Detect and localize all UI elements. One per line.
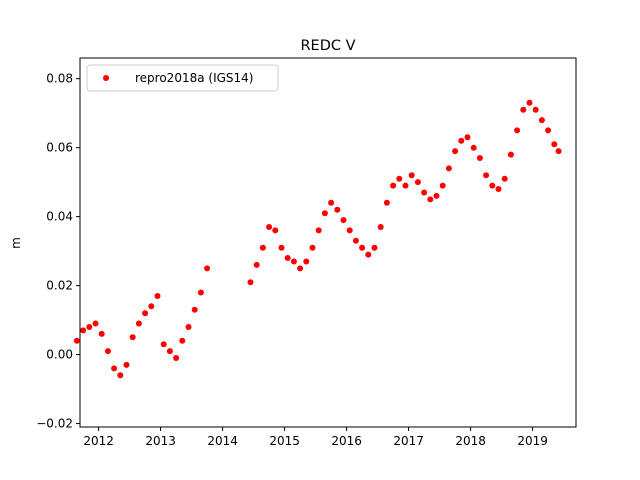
data-point: [297, 265, 304, 272]
data-point: [390, 182, 397, 189]
x-tick-label: 2014: [207, 434, 238, 448]
data-point: [204, 265, 211, 272]
data-point: [365, 251, 372, 258]
legend-label: repro2018a (IGS14): [135, 71, 253, 85]
data-point: [507, 151, 514, 158]
x-axis-ticks: 2012 2013 2014 2015 2016 2017 2018 2019: [83, 427, 548, 448]
data-point: [402, 182, 409, 189]
data-point: [253, 261, 260, 268]
data-point: [427, 196, 434, 203]
data-point: [452, 148, 459, 155]
legend-box: [86, 64, 279, 92]
data-point: [309, 244, 316, 251]
data-point: [290, 258, 297, 265]
data-point: [166, 348, 173, 355]
data-point: [476, 155, 483, 161]
data-point: [98, 330, 105, 337]
data-point: [526, 99, 533, 106]
data-point: [160, 341, 167, 348]
data-point: [328, 199, 335, 206]
data-point: [359, 244, 366, 251]
data-point: [514, 127, 521, 134]
plot-frame: [79, 57, 577, 428]
data-point: [551, 141, 558, 148]
data-point: [445, 165, 452, 172]
x-tick-label: 2012: [83, 434, 114, 448]
data-point: [104, 348, 111, 355]
x-tick-label: 2015: [269, 434, 300, 448]
data-point: [266, 224, 273, 230]
y-tick-label: 0.04: [46, 210, 73, 224]
x-tick-label: 2019: [517, 434, 548, 448]
data-point: [470, 144, 477, 151]
data-point: [185, 324, 192, 330]
data-point: [123, 361, 130, 368]
data-point: [191, 306, 198, 313]
data-point: [259, 244, 266, 251]
data-point: [135, 320, 142, 327]
data-point: [495, 186, 502, 192]
data-point: [148, 303, 155, 310]
data-point: [501, 175, 508, 182]
x-tick-label: 2017: [393, 434, 424, 448]
data-point: [92, 320, 99, 327]
y-tick-label: 0.00: [46, 348, 73, 362]
data-point: [377, 224, 384, 230]
x-tick-label: 2016: [331, 434, 362, 448]
data-point: [383, 199, 390, 206]
data-point: [154, 293, 161, 299]
data-point: [173, 355, 180, 361]
data-point: [142, 310, 149, 317]
data-point: [334, 206, 341, 213]
data-point: [80, 327, 87, 334]
data-point: [278, 244, 285, 251]
data-point: [111, 365, 118, 372]
data-point: [408, 172, 415, 179]
data-point: [433, 192, 440, 199]
data-point: [555, 148, 562, 155]
data-points: [73, 99, 562, 379]
data-point: [86, 324, 93, 330]
data-point: [396, 175, 403, 182]
data-point: [197, 289, 204, 296]
data-point: [464, 134, 471, 141]
chart-title: REDC V: [300, 38, 355, 54]
data-point: [483, 172, 490, 179]
data-point: [439, 182, 446, 189]
y-tick-label: 0.06: [46, 141, 73, 155]
data-point: [315, 227, 322, 234]
data-point: [489, 182, 496, 189]
data-point: [421, 189, 428, 196]
data-point: [247, 279, 254, 286]
data-point: [303, 258, 310, 265]
data-point: [272, 227, 279, 234]
data-point: [414, 179, 421, 186]
data-point: [340, 217, 347, 224]
data-point: [284, 255, 291, 261]
data-point: [73, 337, 80, 344]
x-tick-label: 2018: [455, 434, 486, 448]
data-point: [458, 137, 465, 144]
data-point: [321, 210, 328, 217]
data-point: [129, 334, 136, 341]
x-tick-label: 2013: [145, 434, 176, 448]
data-point: [346, 227, 353, 234]
data-point: [352, 237, 359, 244]
legend-marker: [103, 75, 109, 81]
y-tick-label: 0.02: [46, 279, 73, 293]
data-point: [532, 106, 539, 113]
data-point: [117, 372, 124, 379]
legend: repro2018a (IGS14): [86, 64, 279, 92]
y-axis-ticks: −0.02 0.00 0.02 0.04 0.06 0.08: [36, 72, 80, 431]
y-tick-label: −0.02: [36, 417, 73, 431]
data-point: [545, 127, 552, 134]
data-point: [538, 117, 545, 124]
data-point: [520, 106, 527, 113]
y-tick-label: 0.08: [46, 72, 73, 86]
y-axis-label: m: [9, 237, 23, 249]
data-point: [179, 337, 186, 344]
data-point: [371, 244, 378, 251]
